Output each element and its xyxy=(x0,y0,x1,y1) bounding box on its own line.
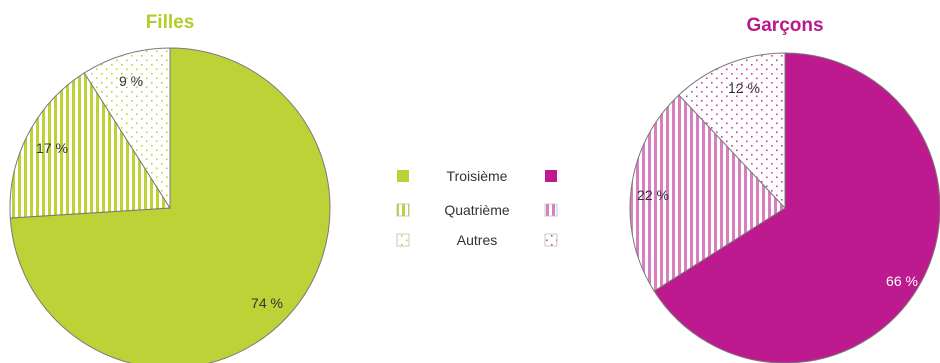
pie-slice-filles-quatrieme xyxy=(9,72,171,219)
legend-swatch-garcons-autres xyxy=(544,233,558,247)
pie-slice-garcons-quatrieme xyxy=(629,94,786,292)
legend-label-autres: Autres xyxy=(457,232,497,248)
pie-slice-garcons-autres xyxy=(678,52,786,210)
slice-value-label: 22 % xyxy=(637,187,669,203)
pie-slice-garcons-troisieme xyxy=(653,52,940,363)
legend-swatch-garcons-quatrieme xyxy=(544,203,558,217)
slice-value-label: 9 % xyxy=(119,73,143,89)
legend: Troisième Quatrième Autres xyxy=(396,168,558,248)
legend-label-troisieme: Troisième xyxy=(447,168,508,184)
slice-value-label: 74 % xyxy=(251,295,283,311)
chart-title-filles: Filles xyxy=(146,12,195,33)
legend-swatch-filles-quatrieme xyxy=(396,203,410,217)
pie-garcons: 66 % 22 % 12 % Garçons xyxy=(629,15,940,363)
slice-value-label: 66 % xyxy=(886,273,918,289)
pie-filles: 74 % 17 % 9 % Filles xyxy=(9,12,331,363)
legend-swatch-filles-troisieme xyxy=(397,170,409,182)
slice-value-label: 17 % xyxy=(36,140,68,156)
legend-label-quatrieme: Quatrième xyxy=(444,202,510,218)
slice-value-label: 12 % xyxy=(728,80,760,96)
legend-swatch-garcons-troisieme xyxy=(545,170,557,182)
chart-title-garcons: Garçons xyxy=(746,15,823,36)
legend-swatch-filles-autres xyxy=(396,233,410,247)
pie-slice-filles-autres xyxy=(83,47,171,210)
